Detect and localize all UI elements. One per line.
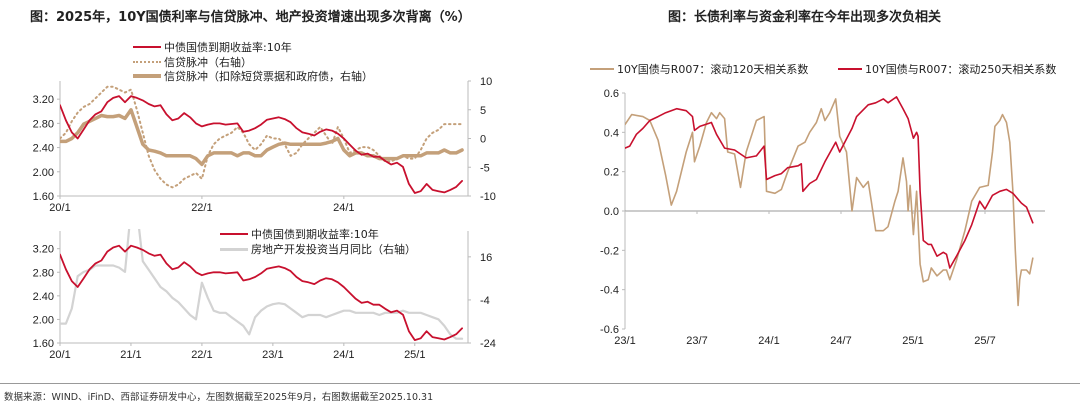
y2-tick-label: -4 — [480, 295, 490, 307]
x-tick-label: 22/1 — [191, 349, 212, 361]
legend-item-credit-pulse: 信贷脉冲（右轴） — [133, 54, 252, 70]
legend-item-corr-120: 10Y国债与R007：滚动120天相关系数 — [590, 61, 808, 77]
legend-swatch-thick — [133, 74, 161, 78]
source-note: 数据来源：WIND、iFinD、西部证券研发中心，左图数据截至2025年9月，右… — [4, 392, 434, 403]
series-line-3-1 — [625, 98, 1034, 307]
y-tick-label: -0.4 — [600, 285, 619, 297]
legend-label: 房地产开发投资当月同比（右轴） — [251, 243, 416, 256]
legend-item-real-estate: 房地产开发投资当月同比（右轴） — [220, 241, 416, 257]
series-line-1-1 — [60, 95, 463, 194]
y2-tick-label: -10 — [480, 191, 496, 203]
y-tick-label: 1.60 — [33, 338, 54, 350]
y-tick-label: 0.4 — [604, 127, 619, 139]
series-line-2-1 — [60, 244, 463, 341]
y-tick-label: 3.20 — [33, 94, 54, 106]
y-tick-label: 2.40 — [33, 291, 54, 303]
legend-label: 信贷脉冲（扣除短贷票据和政府债，右轴） — [164, 70, 373, 83]
y2-tick-label: -5 — [480, 162, 490, 174]
y-tick-label: 2.80 — [33, 118, 54, 130]
x-tick-label: 23/1 — [614, 335, 635, 347]
legend-item-yield: 中债国债到期收益率:10年 — [133, 39, 292, 55]
x-tick-label: 25/7 — [974, 335, 995, 347]
y-tick-label: 2.00 — [33, 314, 54, 326]
legend-label: 中债国债到期收益率:10年 — [251, 228, 379, 241]
x-tick-label: 22/1 — [191, 202, 212, 214]
series-line-2-2 — [60, 229, 464, 340]
legend-item-yield-2: 中债国债到期收益率:10年 — [220, 226, 379, 242]
x-tick-label: 25/1 — [902, 335, 923, 347]
legend-swatch-gray — [220, 247, 248, 251]
y-tick-label: -0.6 — [600, 324, 619, 336]
y-tick-label: 0.2 — [604, 167, 619, 179]
x-tick-label: 24/1 — [758, 335, 779, 347]
x-tick-label: 20/1 — [49, 349, 70, 361]
y2-tick-label: 5 — [480, 105, 486, 117]
y-tick-label: 0.6 — [604, 88, 619, 100]
y-tick-label: 2.40 — [33, 143, 54, 155]
legend-label: 10Y国债与R007：滚动120天相关系数 — [617, 63, 809, 76]
x-tick-label: 23/7 — [686, 335, 707, 347]
x-tick-label: 23/1 — [262, 349, 283, 361]
legend-swatch-red — [133, 46, 161, 48]
y-tick-label: 0.0 — [604, 206, 619, 218]
y2-tick-label: 0 — [480, 134, 486, 146]
y2-tick-label: 10 — [480, 76, 492, 88]
x-tick-label: 21/1 — [120, 349, 141, 361]
left-chart-title: 图：2025年，10Y国债利率与信贷脉冲、地产投资增速出现多次背离（%） — [30, 10, 471, 25]
legend-swatch-red — [220, 233, 248, 235]
y2-tick-label: -24 — [480, 338, 496, 350]
x-tick-label: 25/1 — [404, 349, 425, 361]
series-line-1-3 — [60, 108, 464, 167]
y-tick-label: 2.80 — [33, 267, 54, 279]
x-tick-label: 24/1 — [333, 202, 354, 214]
series-line-3-2 — [625, 96, 1034, 269]
legend-swatch-red — [838, 68, 862, 70]
legend-label: 10Y国债与R007：滚动250天相关系数 — [865, 63, 1057, 76]
series-line-1-2 — [60, 85, 464, 189]
legend-item-credit-pulse-adj: 信贷脉冲（扣除短贷票据和政府债，右轴） — [133, 68, 373, 84]
x-tick-label: 20/1 — [49, 202, 70, 214]
legend-label: 信贷脉冲（右轴） — [164, 56, 252, 69]
y2-tick-label: 16 — [480, 252, 492, 264]
x-tick-label: 24/7 — [830, 335, 851, 347]
right-chart-title: 图：长债利率与资金利率在今年出现多次负相关 — [668, 10, 942, 25]
y-tick-label: 1.60 — [33, 191, 54, 203]
legend-swatch-dotted — [133, 61, 161, 63]
footer-divider — [0, 383, 1080, 384]
y-tick-label: 2.00 — [33, 167, 54, 179]
y-tick-label: -0.2 — [600, 245, 619, 257]
legend-label: 中债国债到期收益率:10年 — [164, 41, 292, 54]
x-tick-label: 24/1 — [333, 349, 354, 361]
legend-swatch-tan — [590, 68, 614, 70]
y-tick-label: 3.20 — [33, 244, 54, 256]
legend-item-corr-250: 10Y国债与R007：滚动250天相关系数 — [838, 61, 1056, 77]
